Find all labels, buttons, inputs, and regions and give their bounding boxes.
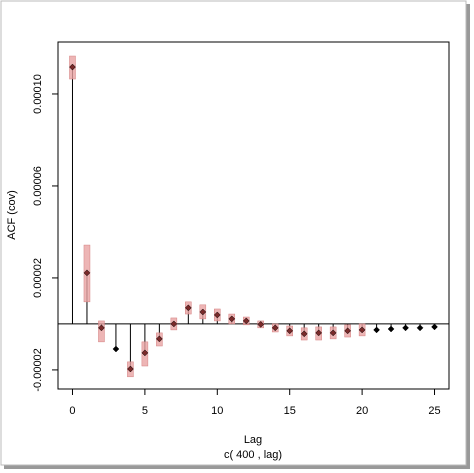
point [242,317,250,325]
x-tick-label: 15 [284,405,296,417]
x-sublabel: c( 400 , lag) [224,449,282,461]
point [358,326,366,334]
plot-box [57,41,450,390]
x-tick-label: 10 [211,405,223,417]
point [271,324,279,332]
point [213,311,221,319]
y-label: ACF (cov) [6,190,18,240]
point [387,325,395,333]
point [83,269,91,277]
point [170,320,178,328]
point [112,345,120,353]
point [402,324,409,332]
point [141,349,149,357]
point [416,324,424,332]
x-tick-label: 20 [356,405,368,417]
point [127,365,134,373]
point [286,327,294,335]
y-tick-label: 0.00010 [32,74,44,114]
x-label: Lag [244,434,262,446]
point [156,335,163,343]
point [199,308,207,316]
x-tick-label: 25 [428,405,440,417]
point [98,324,105,332]
point [315,329,323,337]
point [300,330,308,338]
point [184,304,192,312]
point [69,63,76,71]
y-tick-label: 0.00006 [32,166,44,206]
x-tick-label: 5 [142,405,148,417]
x-tick-label: 0 [69,405,75,417]
point [257,321,265,328]
point [431,323,438,331]
point [329,329,337,337]
point [344,327,351,335]
y-tick-label: 0.00002 [32,258,44,298]
point [373,326,380,334]
y-tick-label: -0.00002 [32,348,44,391]
point [228,315,236,323]
ci-box [98,320,105,343]
frame [0,0,467,466]
